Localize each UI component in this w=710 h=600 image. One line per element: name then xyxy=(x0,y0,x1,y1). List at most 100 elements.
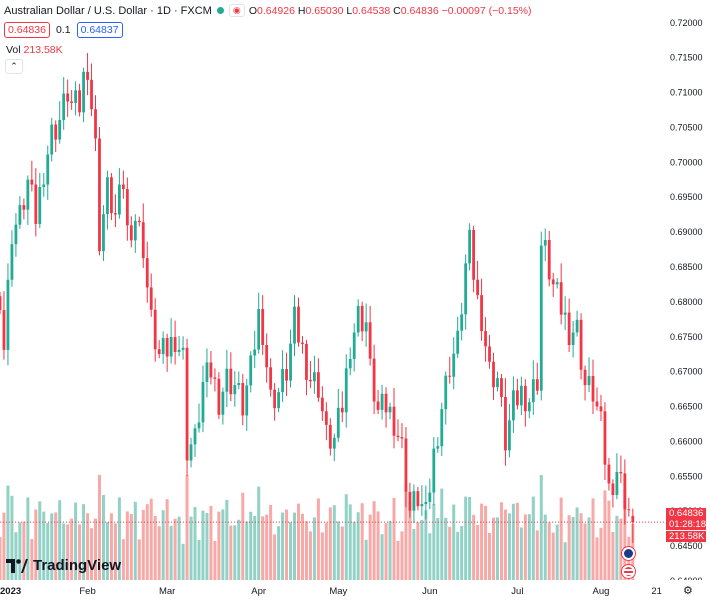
volume-bar xyxy=(46,523,50,580)
volume-bar xyxy=(563,542,567,580)
volume-bar xyxy=(30,539,34,580)
brand-name: TradingView xyxy=(33,557,122,574)
time-axis-tick-label: Apr xyxy=(251,586,266,597)
candle-body xyxy=(464,263,468,315)
volume-bar xyxy=(348,504,352,580)
volume-bar xyxy=(444,517,448,580)
candle-body xyxy=(225,368,229,392)
volume-bar xyxy=(583,523,587,580)
candle-body xyxy=(416,491,420,507)
volume-bar xyxy=(205,513,209,580)
volume-bar xyxy=(304,521,308,580)
candle-body xyxy=(297,306,300,343)
volume-bar xyxy=(133,501,137,580)
price-axis-tick-label: 0.65500 xyxy=(670,471,703,481)
volume-bar xyxy=(416,522,420,580)
volume-bar xyxy=(591,498,595,580)
volume-bar xyxy=(460,526,464,580)
price-axis-background[interactable] xyxy=(664,0,710,580)
volume-bar xyxy=(579,513,583,580)
candle-body xyxy=(559,282,563,315)
volume-bar xyxy=(189,516,193,580)
volume-bar xyxy=(153,516,157,580)
volume-bar xyxy=(94,518,98,580)
price-axis-tick-label: 0.68500 xyxy=(670,262,703,272)
volume-bar xyxy=(539,475,543,580)
volume-bar xyxy=(499,502,503,580)
collapse-legend-chevron-up-icon[interactable]: ⌃ xyxy=(5,59,23,74)
volume-bar xyxy=(384,523,388,580)
tradingview-logo-icon xyxy=(6,558,28,573)
eye-icon[interactable]: ◉ xyxy=(228,4,245,17)
candle-body xyxy=(368,322,372,359)
candle-body xyxy=(563,312,567,315)
volume-bar xyxy=(440,488,444,580)
volume-legend[interactable]: Vol 213.58K xyxy=(6,44,63,56)
settings-gear-icon[interactable]: ⚙ xyxy=(683,585,693,597)
candle-body xyxy=(388,406,392,413)
candle-body xyxy=(607,464,611,484)
volume-bar xyxy=(523,514,527,580)
volume-bar xyxy=(488,533,492,580)
volume-bar xyxy=(607,500,611,580)
volume-bar xyxy=(587,517,591,580)
candle-body xyxy=(106,177,109,215)
sell-button[interactable]: 0.64836 xyxy=(4,22,50,38)
candle-body xyxy=(213,377,217,379)
candle-body xyxy=(257,309,261,350)
volume-bar xyxy=(257,486,261,580)
candle-body xyxy=(412,491,416,511)
volume-bar xyxy=(233,525,237,580)
volume-bar xyxy=(448,526,452,580)
candle-body xyxy=(217,378,221,415)
candle-body xyxy=(98,138,101,252)
candle-body xyxy=(10,244,14,280)
candle-body xyxy=(380,393,384,410)
volume-bar xyxy=(26,497,30,580)
candle-body xyxy=(396,435,400,438)
candle-body xyxy=(344,368,348,413)
trade-panel: 0.64836 0.1 0.64837 xyxy=(4,22,123,38)
volume-bar xyxy=(277,526,281,580)
candle-body xyxy=(492,361,495,388)
volume-bar xyxy=(380,534,384,580)
candle-body xyxy=(567,312,571,345)
candle-body xyxy=(432,448,436,493)
volume-bar xyxy=(464,496,468,580)
candle-body xyxy=(277,392,280,409)
volume-bar xyxy=(261,516,265,580)
candle-body xyxy=(504,396,507,451)
volume-bar xyxy=(237,519,241,580)
volume-bar xyxy=(165,499,169,580)
volume-bar xyxy=(296,503,300,580)
buy-button[interactable]: 0.64837 xyxy=(76,22,123,38)
volume-bar xyxy=(281,512,285,580)
time-axis-tick-label: 2023 xyxy=(0,586,21,597)
symbol-title[interactable]: Australian Dollar / U.S. Dollar · 1D · F… xyxy=(4,4,212,17)
volume-bar xyxy=(388,521,392,580)
candle-body xyxy=(0,296,2,311)
volume-bar xyxy=(58,500,62,580)
candle-body xyxy=(313,372,316,382)
volume-bar xyxy=(360,503,364,580)
candle-body xyxy=(384,393,388,413)
volume-bar xyxy=(352,521,356,580)
volume-bar xyxy=(340,526,344,580)
volume-bar xyxy=(344,494,348,580)
volume-bar xyxy=(503,509,507,580)
volume-bar xyxy=(273,534,277,580)
spread-value: 0.1 xyxy=(55,24,71,36)
volume-bar xyxy=(62,523,66,580)
tradingview-logo[interactable]: TradingView xyxy=(6,557,121,574)
candle-body xyxy=(496,378,499,388)
candle-body xyxy=(110,177,113,214)
volume-bar xyxy=(575,507,579,580)
volume-bar xyxy=(320,532,324,580)
candle-body xyxy=(523,385,527,412)
volume-bar xyxy=(225,499,229,580)
volume-bar xyxy=(86,513,90,580)
candle-body xyxy=(400,437,404,439)
volume-bar xyxy=(10,495,14,580)
low-value: 0.64538 xyxy=(352,4,391,17)
